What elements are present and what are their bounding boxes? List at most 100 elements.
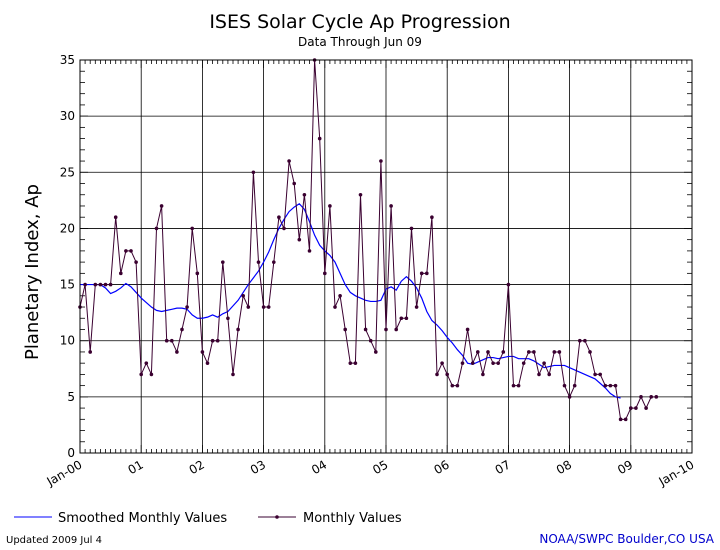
monthly-point (521, 361, 526, 365)
monthly-point (103, 282, 108, 287)
x-tick-label: 06 (431, 457, 451, 477)
monthly-point (613, 383, 618, 388)
monthly-point (139, 372, 143, 377)
credit-text: NOAA/SWPC Boulder,CO USA (539, 532, 714, 546)
x-tick-label: 09 (615, 457, 635, 477)
monthly-point (644, 406, 648, 410)
monthly-point (205, 361, 210, 365)
monthly-point (144, 361, 149, 365)
monthly-point (287, 159, 291, 163)
monthly-point (414, 305, 419, 309)
monthly-point (532, 350, 536, 354)
monthly-point (445, 372, 450, 377)
x-tick-label: 04 (309, 457, 329, 477)
monthly-point (215, 338, 220, 343)
monthly-point (221, 260, 225, 264)
monthly-point (435, 372, 439, 377)
monthly-point (195, 271, 200, 276)
x-tick-label: 07 (493, 457, 513, 477)
updated-date: Updated 2009 Jul 4 (6, 535, 102, 546)
monthly-point (180, 327, 184, 332)
x-tick-labels: Jan-00 01 02 03 04 05 06 07 08 09 Jan-10 (44, 457, 697, 489)
x-tick-label: 03 (248, 457, 268, 477)
monthly-point (623, 417, 628, 422)
y-axis-label: Planetary Index, Ap (22, 184, 43, 360)
monthly-point (200, 350, 205, 354)
monthly-point (634, 406, 638, 410)
monthly-point (588, 350, 592, 354)
monthly-point (557, 350, 562, 354)
monthly-point (491, 361, 495, 365)
monthly-point (175, 350, 179, 354)
monthly-point (476, 350, 480, 354)
y-tick-label: 10 (60, 334, 75, 348)
monthly-point (379, 159, 383, 163)
y-tick-label: 35 (60, 53, 75, 67)
monthly-point (389, 204, 393, 208)
monthly-point (419, 271, 424, 276)
monthly-point (124, 249, 128, 253)
x-tick-label: Jan-10 (656, 457, 697, 489)
monthly-point (338, 294, 342, 298)
monthly-point (374, 350, 378, 354)
monthly-point (363, 327, 368, 332)
smoothed-line (80, 202, 621, 399)
monthly-point (185, 305, 189, 309)
monthly-point (348, 361, 353, 365)
legend-monthly-marker (275, 515, 279, 519)
chart-title: ISES Solar Cycle Ap Progression (209, 11, 510, 33)
legend: Smoothed Monthly Values Monthly Values (14, 511, 402, 526)
monthly-point (583, 338, 587, 343)
monthly-point (328, 204, 332, 208)
monthly-point (266, 305, 271, 309)
monthly-point (470, 361, 475, 365)
monthly-point (236, 327, 240, 332)
monthly-point (578, 338, 582, 343)
monthly-point (277, 215, 281, 219)
monthly-point (119, 271, 123, 276)
monthly-point (506, 282, 511, 287)
monthly-point (297, 237, 302, 242)
monthly-point (399, 316, 404, 321)
y-tick-labels: 0 5 10 15 20 25 30 35 (60, 53, 75, 460)
monthly-point (241, 294, 245, 298)
monthly-point (572, 383, 577, 388)
monthly-point (465, 327, 470, 332)
y-tick-label: 20 (60, 221, 75, 235)
monthly-point (210, 338, 215, 343)
monthly-point (552, 350, 557, 354)
monthly-point (353, 361, 358, 365)
x-tick-label: 01 (125, 457, 145, 477)
monthly-point (394, 327, 399, 332)
monthly-point (404, 316, 409, 321)
monthly-point (603, 383, 608, 388)
legend-monthly-label: Monthly Values (303, 511, 402, 526)
axis-ticks (79, 59, 693, 454)
monthly-point (384, 327, 388, 332)
monthly-point (450, 383, 455, 388)
monthly-point (246, 305, 251, 309)
monthly-point (282, 226, 286, 231)
monthly-point (527, 350, 531, 354)
monthly-point (164, 338, 169, 343)
monthly-point (537, 372, 541, 377)
monthly-point (113, 215, 118, 219)
monthly-point (618, 417, 623, 422)
monthly-point (170, 338, 174, 343)
monthly-point (654, 395, 659, 399)
monthly-point (368, 338, 373, 343)
monthly-point (88, 350, 92, 354)
monthly-point (134, 260, 138, 264)
monthly-point (190, 226, 194, 231)
legend-smoothed-label: Smoothed Monthly Values (58, 511, 227, 526)
y-tick-label: 15 (60, 278, 75, 292)
monthly-line (79, 59, 657, 420)
monthly-point (608, 383, 613, 388)
monthly-point (98, 282, 103, 287)
monthly-point (93, 282, 98, 287)
monthly-point (159, 204, 164, 208)
monthly-point (649, 395, 653, 399)
monthly-point (317, 136, 322, 141)
monthly-point (496, 361, 501, 365)
monthly-point (256, 260, 261, 264)
